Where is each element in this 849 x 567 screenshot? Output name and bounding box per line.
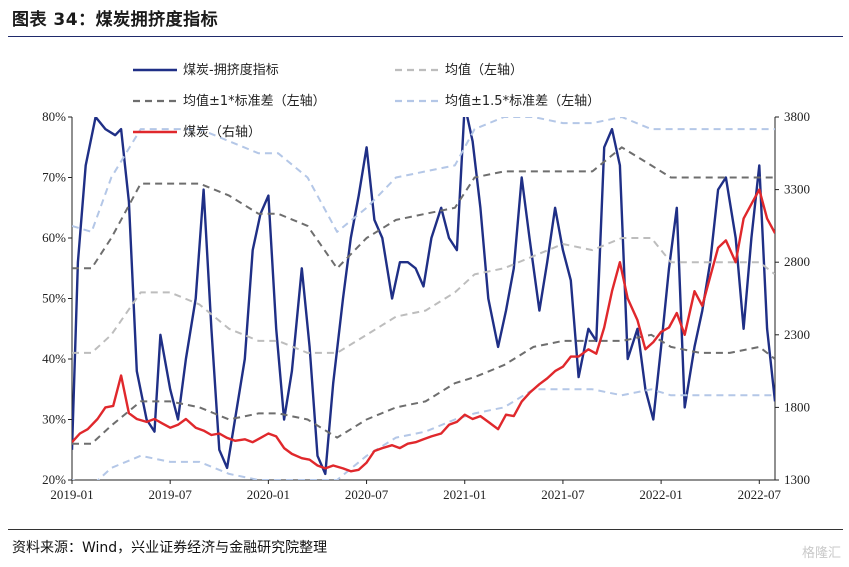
left-tick-label: 40% — [42, 351, 66, 366]
legend-item: 煤炭（右轴） — [133, 125, 261, 140]
x-tick-label: 2019-07 — [149, 487, 193, 502]
right-tick-label: 3800 — [784, 109, 810, 124]
series-line-3 — [72, 333, 775, 445]
line-chart: 2019-01 2019-07 2020-01 2020-07 2021-01 2021-… — [42, 62, 810, 502]
x-tick-label: 2019-01 — [50, 487, 93, 502]
figure-title: 图表 34：煤炭拥挤度指标 — [12, 10, 219, 30]
series-line-1 — [72, 237, 775, 354]
legend-label: 煤炭（右轴） — [183, 125, 261, 140]
legend-item: 均值±1.5*标准差（左轴） — [395, 93, 600, 109]
x-tick-label: 2020-01 — [247, 487, 290, 502]
left-tick-label: 20% — [42, 472, 66, 487]
right-tick-label: 3300 — [784, 182, 810, 197]
left-tick-label: 30% — [42, 412, 66, 427]
x-tick-label: 2021-07 — [541, 487, 585, 502]
x-axis: 2019-01 2019-07 2020-01 2020-07 2021-01 2021-… — [50, 479, 782, 502]
right-tick-label: 2800 — [784, 254, 810, 269]
legend-label: 煤炭-拥挤度指标 — [183, 62, 279, 78]
legend-item: 均值±1*标准差（左轴） — [133, 93, 326, 109]
watermark: 格隆汇 — [801, 546, 841, 561]
x-tick-label: 2021-01 — [443, 487, 486, 502]
x-tick-label: 2020-07 — [345, 487, 389, 502]
series-line-4 — [72, 117, 775, 233]
plot-lines — [72, 117, 775, 480]
x-tick-label: 2022-07 — [738, 487, 782, 502]
legend-item: 煤炭-拥挤度指标 — [133, 62, 279, 78]
x-tick-label: 2022-01 — [639, 487, 682, 502]
left-y-axis: 20% 30% 40% 50% 60% 70% 80% — [42, 109, 73, 487]
left-tick-label: 80% — [42, 109, 66, 124]
title-divider — [8, 36, 843, 37]
source-note: 资料来源：Wind，兴业证券经济与金融研究院整理 — [12, 540, 328, 556]
left-tick-label: 60% — [42, 230, 66, 245]
legend-label: 均值（左轴） — [445, 62, 523, 78]
right-tick-label: 1800 — [784, 399, 810, 414]
legend-label: 均值±1*标准差（左轴） — [183, 93, 326, 109]
left-tick-label: 70% — [42, 170, 66, 185]
legend-label: 均值±1.5*标准差（左轴） — [445, 93, 600, 109]
right-tick-label: 2300 — [784, 327, 810, 342]
legend-item: 均值（左轴） — [395, 62, 523, 78]
series-line-6 — [72, 188, 775, 473]
series-line-0 — [72, 117, 775, 476]
right-tick-label: 1300 — [784, 472, 810, 487]
legend: 煤炭-拥挤度指标 均值（左轴） 均值±1*标准差（左轴） 均值±1.5*标准差（左轴）… — [133, 62, 600, 140]
left-tick-label: 50% — [42, 291, 66, 306]
right-y-axis: 1300 1800 2300 2800 3300 3800 — [774, 109, 810, 487]
source-divider — [8, 529, 843, 530]
series-line-2 — [72, 146, 775, 270]
